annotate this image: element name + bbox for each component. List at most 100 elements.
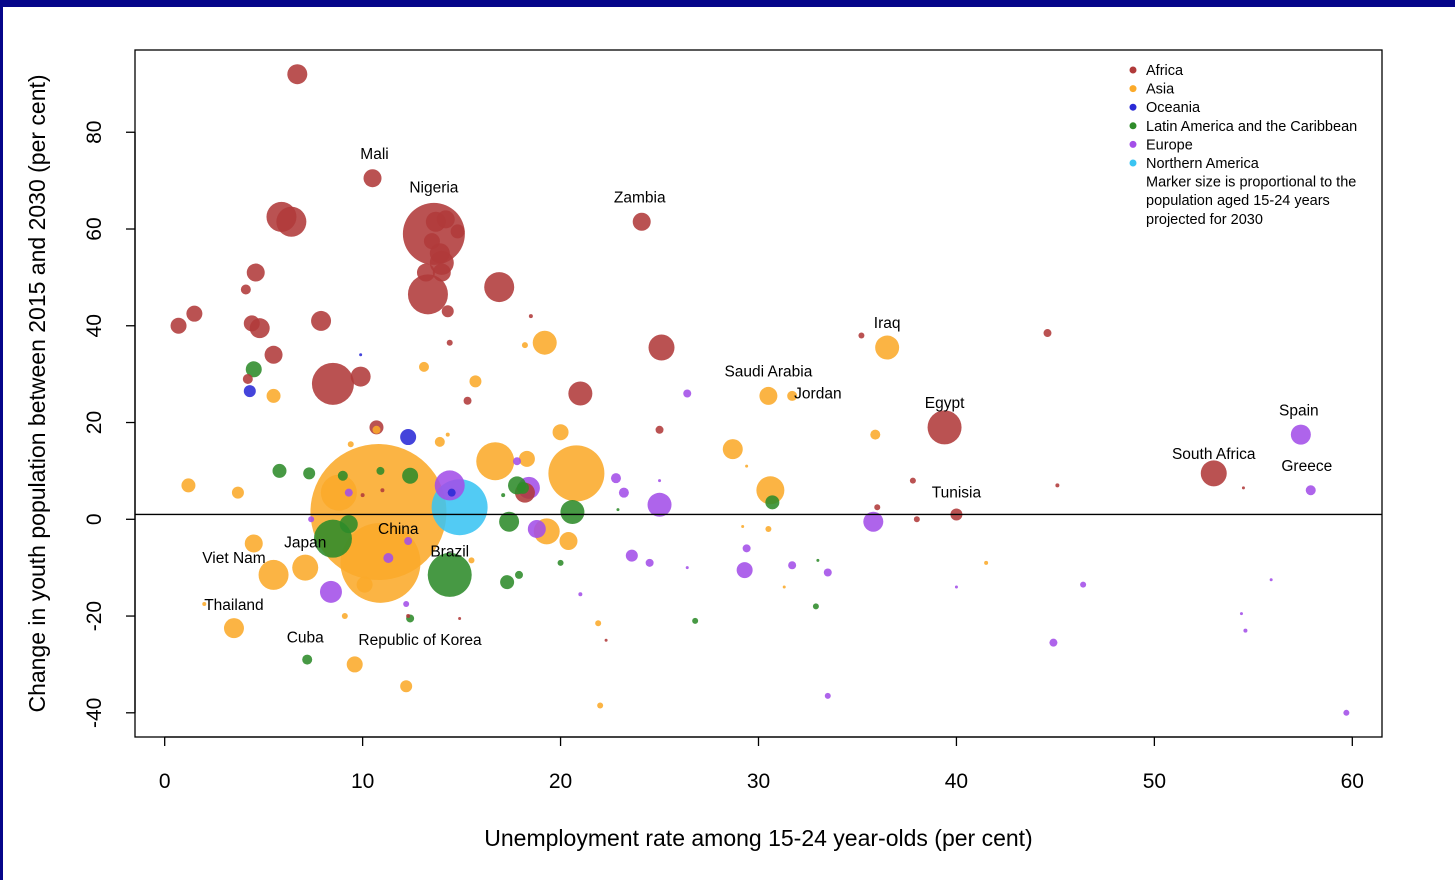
data-point [823,568,832,577]
data-point [360,493,365,498]
data-point [302,654,313,665]
annotation-label: Viet Nam [202,550,265,567]
data-point [303,467,316,480]
x-axis-label: Unemployment rate among 15-24 year-olds … [484,825,1032,851]
data-point [231,486,244,499]
data-point [181,478,196,493]
data-point [244,534,263,553]
data-point [245,361,262,378]
data-point [1305,485,1316,496]
data-point [243,315,260,332]
data-point [741,525,745,529]
annotation-label: Saudi Arabia [724,364,812,381]
data-point [186,305,203,322]
data-point [423,233,440,250]
legend-marker [1129,159,1137,167]
data-point [246,263,265,282]
x-tick-label: 0 [159,770,171,793]
data-point [824,692,831,699]
data-point [1043,329,1052,338]
data-points [170,64,1350,716]
data-point [521,342,528,349]
data-point [476,442,515,481]
legend-marker [1129,122,1137,130]
country-annotations: Mali Nigeria Zambia Iraq Saudi Arabia Jordan E… [202,146,1332,649]
data-point [557,559,564,566]
data-point [927,410,962,445]
data-point [434,470,465,501]
data-point [276,206,307,237]
data-point [344,488,353,497]
data-point [292,554,319,581]
data-point [311,362,354,405]
data-point [308,516,315,523]
data-point [683,389,692,398]
data-point [756,476,785,505]
data-point [418,361,429,372]
annotation-label: Iraq [874,315,901,332]
data-point [450,224,465,239]
data-point [376,466,385,475]
data-point [528,314,533,319]
data-point [311,310,332,331]
annotation-label: Nigeria [409,180,458,197]
data-point [787,390,798,401]
y-axis: -40 -20 0 20 40 60 80 [83,121,136,728]
data-point [954,585,958,589]
legend-marker [1129,85,1137,93]
legend-label: Oceania [1146,100,1201,116]
data-point [722,439,743,460]
data-point [400,680,413,693]
data-point [909,477,916,484]
y-tick-label: -40 [83,698,106,728]
y-tick-label: 0 [83,513,106,525]
y-tick-label: -20 [83,601,106,631]
data-point [788,561,797,570]
data-point [170,317,187,334]
data-point [266,388,281,403]
data-point [655,425,664,434]
data-point [372,425,381,434]
data-point [604,638,608,642]
data-point [287,64,308,85]
y-tick-label: 20 [83,411,106,434]
data-point [346,656,363,673]
data-point [337,470,348,481]
data-point [441,305,454,318]
data-point [446,339,453,346]
y-tick-label: 40 [83,314,106,337]
data-point [468,557,475,564]
annotation-label: Greece [1281,458,1332,475]
data-point [1080,581,1087,588]
data-point [434,436,445,447]
annotation-label: Thailand [204,597,263,614]
annotation-label: Brazil [430,544,469,561]
data-point [913,516,920,523]
annotation-label: Japan [284,534,326,551]
data-point [500,575,515,590]
data-point [484,272,515,303]
x-tick-label: 60 [1341,770,1364,793]
legend-marker [1129,66,1137,74]
data-point [597,702,604,709]
data-point [875,335,900,360]
data-point [647,492,672,517]
data-point [240,284,251,295]
data-point [1200,460,1227,487]
data-point [692,617,699,624]
annotation-label: Republic of Korea [358,632,482,649]
data-point [1343,709,1350,716]
data-point [863,511,884,532]
data-point [404,537,413,546]
data-point [359,353,363,357]
annotation-label: South Africa [1172,446,1256,463]
data-point [1269,578,1273,582]
annotation-label: Jordan [794,385,841,402]
data-point [812,603,819,610]
legend-label: Northern America [1146,156,1260,172]
data-point [514,570,523,579]
annotation-label: Tunisia [932,485,982,502]
legend-marker [1129,103,1137,111]
annotation-label: Mali [360,146,388,163]
